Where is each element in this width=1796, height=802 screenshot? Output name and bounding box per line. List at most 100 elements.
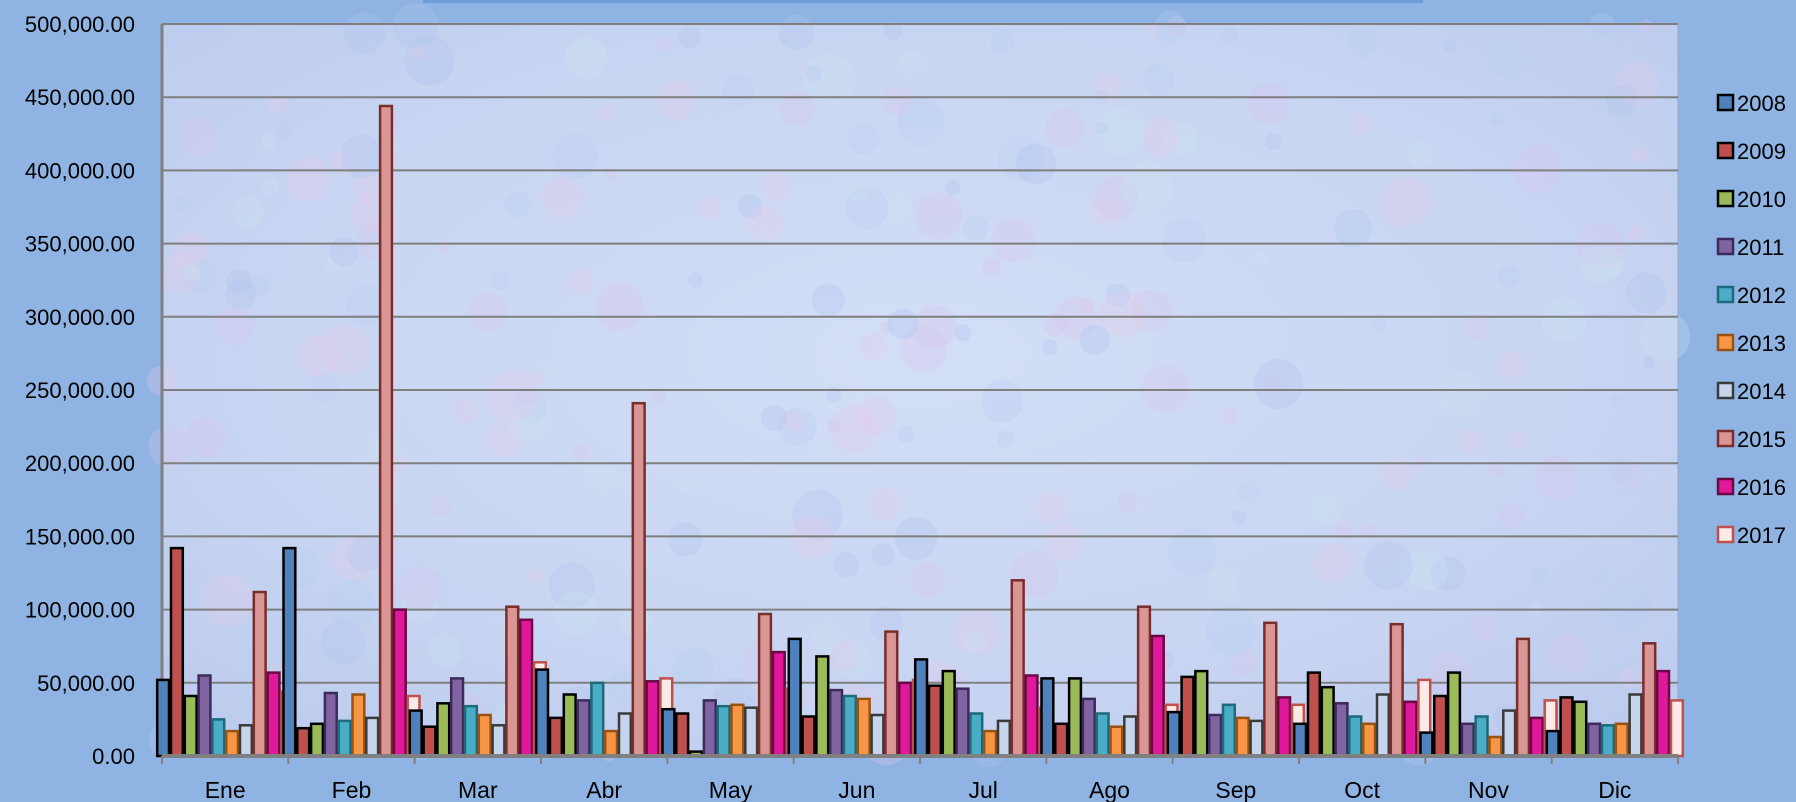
y-tick-label: 300,000.00 (25, 305, 135, 330)
bar-2015-Oct (1389, 622, 1404, 758)
texture-blob (1096, 107, 1146, 156)
texture-blob (1430, 556, 1466, 592)
texture-blob (1222, 408, 1238, 425)
bar-2013-Abr (603, 729, 619, 758)
y-tick-label: 250,000.00 (25, 378, 135, 403)
texture-blob (1121, 161, 1174, 214)
bar-2012-Mar (463, 704, 479, 758)
texture-blob (329, 236, 359, 266)
texture-blob (468, 292, 508, 332)
texture-blob (1364, 540, 1413, 590)
texture-blob (721, 73, 755, 107)
bar-2012-Ago (1095, 712, 1110, 758)
bar-2014-Oct (1375, 693, 1391, 758)
texture-blob (1541, 296, 1587, 342)
legend-label-2013: 2013 (1737, 331, 1786, 356)
texture-blob (1497, 351, 1524, 378)
y-tick-label: 450,000.00 (25, 85, 135, 110)
texture-blob (738, 194, 763, 219)
texture-blob (1093, 73, 1123, 102)
bar-2010-Abr (562, 693, 577, 758)
bar-2014-Dic (1628, 693, 1643, 758)
texture-blob (1253, 359, 1304, 410)
bar-2014-May (744, 706, 759, 758)
texture-blob (1054, 296, 1098, 340)
texture-blob (1613, 460, 1646, 492)
texture-blob (1016, 143, 1057, 185)
texture-blob (1594, 569, 1611, 586)
x-tick-label: Feb (332, 777, 372, 802)
x-tick-label: Jun (838, 777, 875, 802)
texture-blob (829, 641, 859, 672)
texture-blob (329, 150, 355, 176)
bar-2011-Ene (197, 674, 212, 758)
bar-2009-Jun (801, 715, 816, 758)
texture-blob (1161, 218, 1206, 263)
texture-blob (1488, 460, 1507, 478)
bar-2010-Ene (183, 694, 198, 758)
texture-blob (827, 419, 841, 433)
bar-2016-Oct (1403, 700, 1418, 758)
bar-2014-Ago (1123, 715, 1138, 758)
texture-blob (1595, 247, 1625, 277)
bar-2015-Ago (1136, 605, 1152, 758)
legend: 2008 2009 2010 2011 2012 2013 2014 2015 2016 2017 (1716, 91, 1786, 548)
texture-blob (1380, 177, 1431, 227)
texture-blob (897, 98, 945, 146)
bar-2009-Jul (927, 684, 943, 758)
texture-blob (1142, 64, 1175, 97)
bar-2013-Feb (351, 693, 366, 758)
texture-blob (833, 552, 860, 578)
bar-2014-Nov (1502, 709, 1517, 758)
texture-blob (1043, 313, 1068, 337)
texture-blob (1407, 141, 1434, 168)
bar-2016-Jul (1024, 674, 1039, 758)
bar-2015-Dic (1642, 642, 1657, 758)
bar-2013-Jun (856, 697, 871, 758)
texture-blob (159, 253, 200, 293)
texture-blob (201, 574, 254, 627)
bar-2014-Sep (1249, 719, 1264, 758)
texture-blob (1589, 12, 1615, 38)
bar-2013-Ene (224, 729, 240, 758)
texture-blob (402, 589, 438, 625)
texture-blob (260, 177, 279, 196)
texture-blob (847, 122, 880, 155)
x-tick-label: Ago (1089, 777, 1130, 802)
legend-swatch-2011 (1716, 237, 1735, 256)
bar-2016-Sep (1276, 696, 1292, 758)
texture-blob (1166, 16, 1187, 37)
bar-2014-Abr (617, 712, 633, 758)
texture-blob (912, 304, 957, 349)
texture-blob (671, 647, 714, 690)
bar-2010-Sep (1194, 669, 1209, 758)
texture-blob (1154, 10, 1186, 42)
bar-2012-Feb (337, 719, 352, 758)
texture-blob (899, 50, 923, 74)
texture-blob (186, 416, 227, 457)
texture-blob (507, 402, 547, 442)
texture-blob (1312, 543, 1353, 583)
texture-blob (668, 521, 703, 557)
texture-blob (1090, 195, 1121, 226)
texture-blob (859, 333, 887, 361)
bar-2012-Jun (842, 694, 858, 758)
texture-blob (1397, 551, 1431, 585)
legend-swatch-2015 (1716, 429, 1735, 448)
texture-blob (512, 388, 548, 424)
texture-blob (1095, 176, 1138, 219)
legend-swatch-2009 (1716, 141, 1735, 160)
texture-blob (430, 494, 452, 516)
bar-2013-Ago (1109, 725, 1124, 758)
texture-blob (899, 325, 948, 373)
texture-blob (914, 192, 963, 240)
legend-label-2017: 2017 (1737, 523, 1786, 548)
texture-blob (677, 477, 693, 494)
bar-2014-Jul (996, 719, 1012, 758)
texture-blob (428, 633, 462, 668)
bar-2011-Feb (323, 691, 338, 758)
texture-blob (678, 26, 701, 49)
texture-blob (226, 268, 253, 295)
texture-blob (792, 489, 843, 540)
